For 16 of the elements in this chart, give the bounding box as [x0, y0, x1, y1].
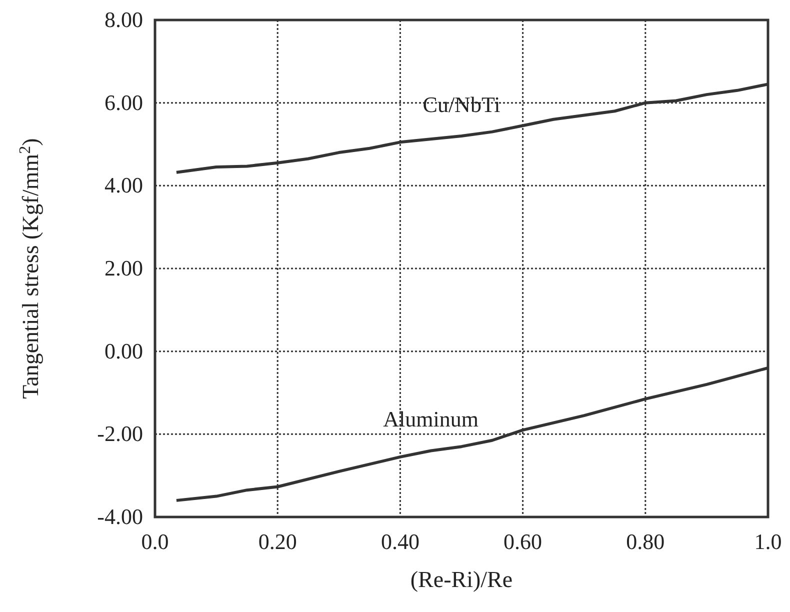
y-tick-label: 4.00: [104, 172, 143, 198]
y-tick-label: 6.00: [104, 90, 143, 115]
series-label: Aluminum: [383, 406, 479, 432]
x-axis-title: (Re-Ri)/Re: [410, 567, 513, 592]
x-tick-label: 0.20: [258, 529, 297, 554]
y-tick-label: -2.00: [97, 421, 143, 446]
x-tick-label: 0.80: [626, 529, 665, 554]
series-label: Cu/NbTi: [422, 92, 500, 117]
y-tick-label: 0.00: [104, 338, 143, 364]
y-tick-label: 8.00: [104, 7, 143, 32]
x-tick-label: 0.40: [380, 529, 420, 554]
y-tick-label: 2.00: [104, 256, 143, 280]
x-tick-label: 0.60: [504, 529, 542, 554]
y-tick-label: -4.00: [97, 504, 143, 529]
x-tick-label: 1.0: [754, 529, 782, 554]
x-tick-label: 0.0: [141, 529, 169, 554]
